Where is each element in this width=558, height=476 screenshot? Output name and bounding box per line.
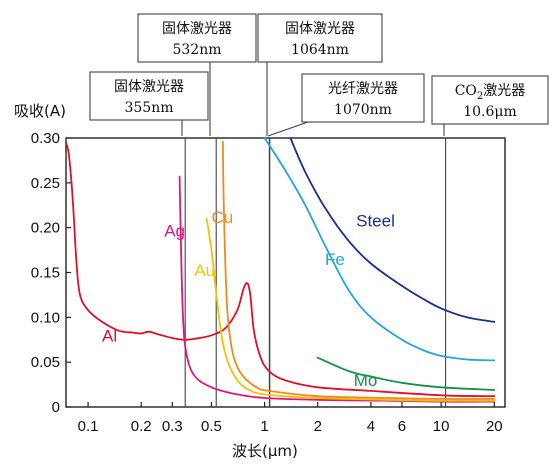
y-tick-label: 0.05 <box>31 354 60 371</box>
laser-callout: CO2激光器 10.6μm <box>431 75 549 136</box>
callout-wavelength: 532nm <box>172 42 221 58</box>
y-tick-label: 0.20 <box>31 220 60 237</box>
callout-wavelength: 10.6μm <box>463 104 517 120</box>
series-layer: Al Ag Au Cu Steel Fe Mo <box>65 137 496 403</box>
reference-lines <box>184 138 447 407</box>
x-tick-label: 1 <box>260 418 268 435</box>
y-tick-label: 0.30 <box>31 130 60 147</box>
callout-title: 光纤激光器 <box>328 80 398 97</box>
series-au-line <box>205 217 496 402</box>
x-tick-label: 0.5 <box>201 418 222 435</box>
callouts: 固体激光器 355nm 固体激光器 532nm 固体激光器 1064nm 光纤激光器 1070… <box>89 13 549 137</box>
callout-box <box>257 13 383 63</box>
callout-title: 固体激光器 <box>114 78 184 95</box>
x-tick-label: 4 <box>367 418 375 435</box>
laser-callout: 固体激光器 1064nm <box>257 13 383 136</box>
laser-callout: 光纤激光器 1070nm <box>267 73 425 137</box>
y-tick-label: 0.25 <box>31 175 60 192</box>
callout-leader <box>267 121 309 137</box>
callout-box <box>301 73 425 123</box>
x-tick-label: 6 <box>398 418 406 435</box>
laser-callout: 固体激光器 532nm <box>137 13 257 136</box>
plot-frame <box>65 137 506 408</box>
callout-box <box>89 71 209 121</box>
callout-wavelength: 355nm <box>124 100 173 116</box>
series-mo-label: Mo <box>354 371 378 390</box>
series-steel-line <box>289 137 496 323</box>
series-cu-label: Cu <box>211 208 233 227</box>
ticks: 0.1 0.2 0.3 0.5 1 2 4 6 10 20 0 0.05 0.10 0.15 0.20 0.2… <box>31 130 503 435</box>
y-tick-label: 0 <box>52 399 60 416</box>
x-tick-label: 2 <box>314 418 322 435</box>
x-tick-label: 0.1 <box>78 418 99 435</box>
x-tick-label: 0.2 <box>131 418 152 435</box>
y-axis-label: 吸收(A) <box>14 102 66 120</box>
callout-box <box>431 75 549 125</box>
series-fe-line <box>263 137 496 362</box>
x-tick-label: 20 <box>486 418 503 435</box>
series-steel-label: Steel <box>356 211 395 230</box>
series-mo-line <box>316 356 496 391</box>
callout-title: 固体激光器 <box>285 20 355 37</box>
series-al-line <box>65 141 496 398</box>
x-axis-label: 波长(μm) <box>232 442 298 460</box>
laser-callout: 固体激光器 355nm <box>89 71 209 136</box>
series-cu-line <box>221 140 496 400</box>
callout-title: 固体激光器 <box>162 20 232 37</box>
x-tick-label: 10 <box>433 418 450 435</box>
y-tick-label: 0.10 <box>31 309 60 326</box>
series-al-label: Al <box>102 326 117 345</box>
x-tick-label: 0.3 <box>162 418 183 435</box>
y-tick-label: 0.15 <box>31 265 60 282</box>
callout-title: CO2激光器 <box>455 82 526 102</box>
series-fe-label: Fe <box>325 250 345 269</box>
series-au-label: Au <box>194 261 215 280</box>
callout-wavelength: 1070nm <box>334 102 392 118</box>
series-ag-label: Ag <box>164 221 185 240</box>
callout-box <box>137 13 257 63</box>
callout-wavelength: 1064nm <box>291 42 349 58</box>
